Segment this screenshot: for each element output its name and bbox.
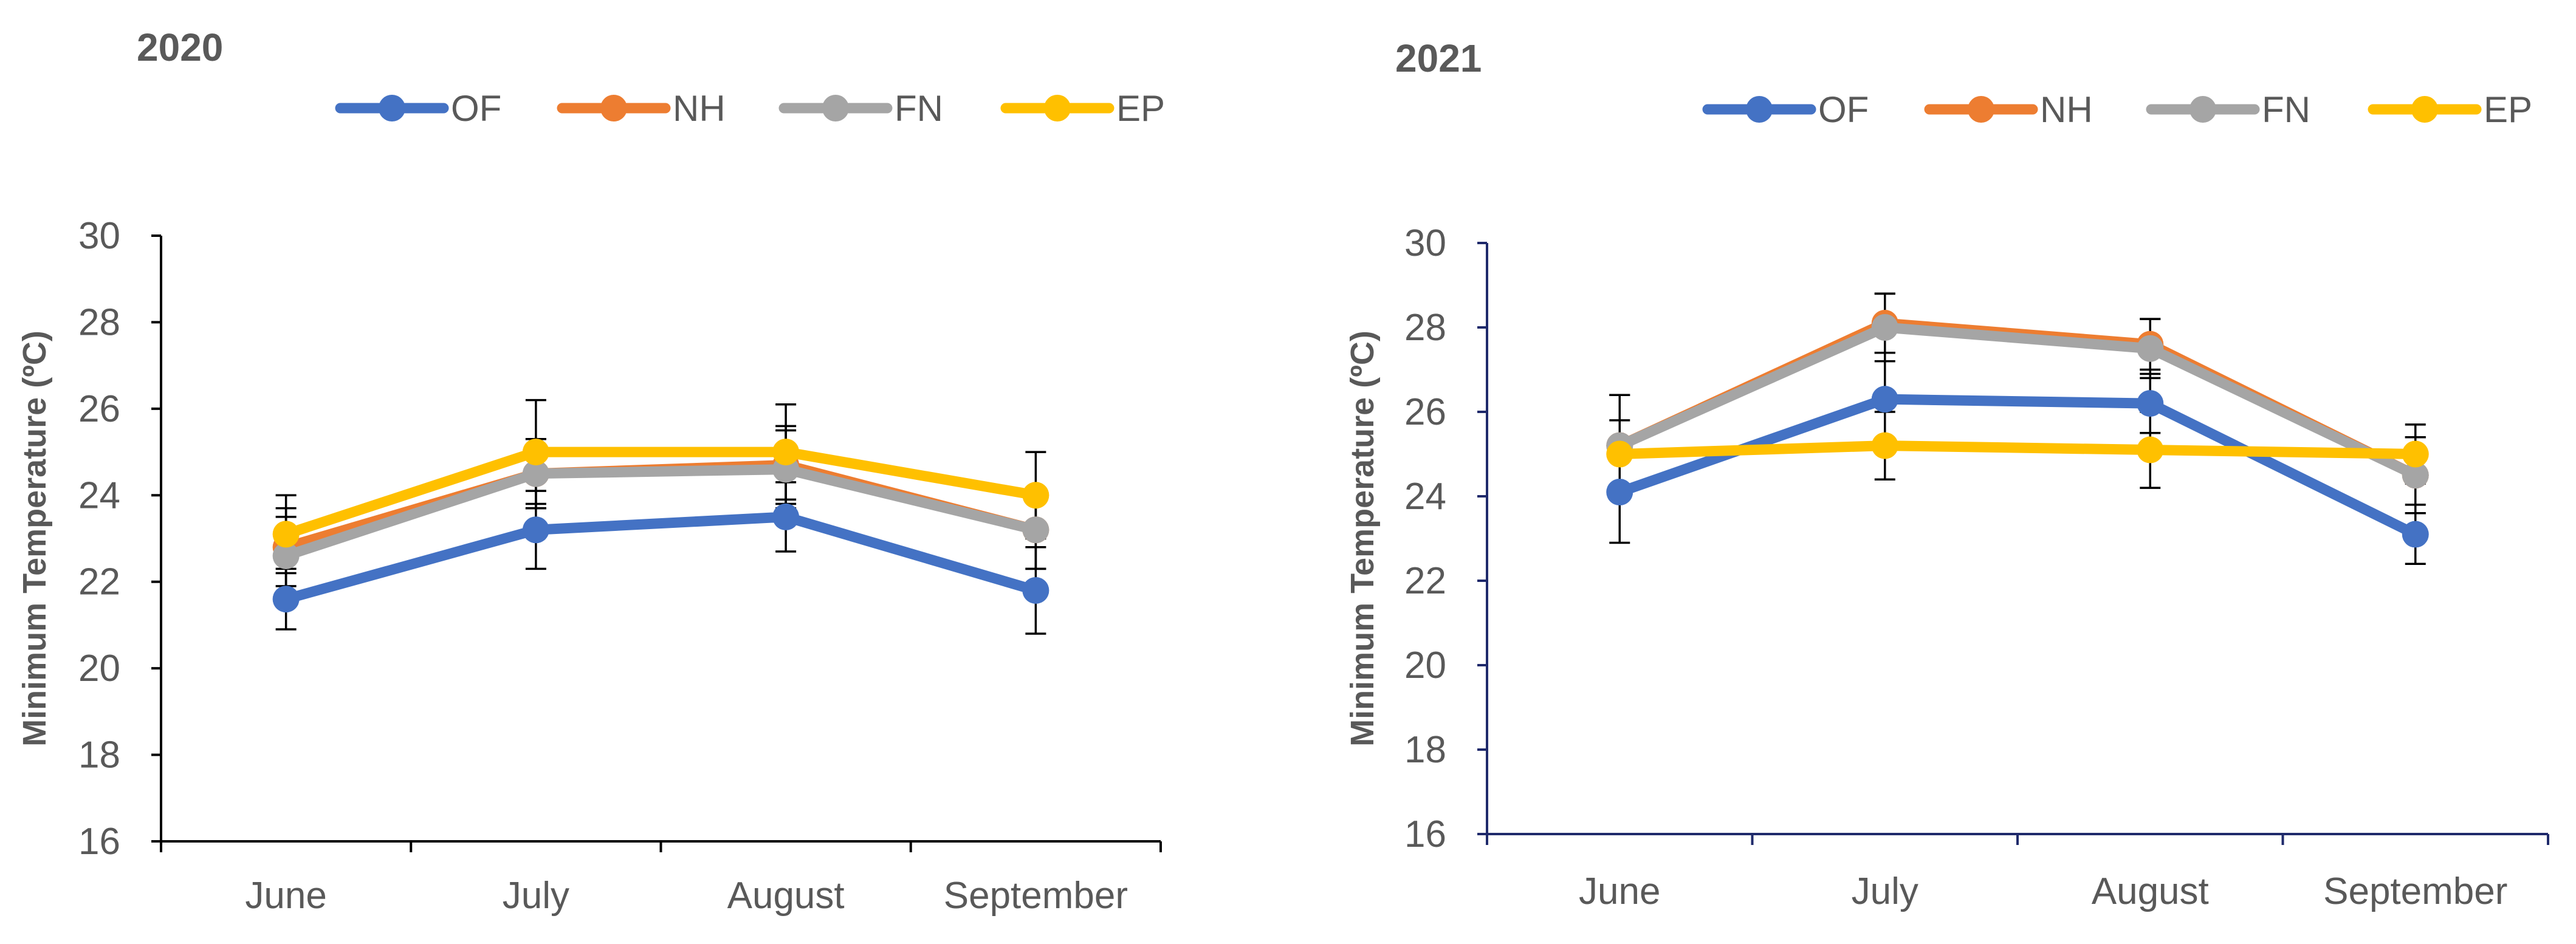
legend-marker bbox=[2411, 96, 2438, 123]
data-point-ep bbox=[1022, 482, 1049, 509]
chart-title: 2020 bbox=[137, 26, 223, 69]
data-point-of bbox=[2402, 521, 2429, 548]
x-tick-label: August bbox=[727, 875, 845, 917]
legend-item-nh: NH bbox=[1924, 89, 2093, 130]
y-tick-label: 22 bbox=[78, 561, 120, 603]
legend-label: EP bbox=[1116, 88, 1165, 129]
data-point-ep bbox=[772, 439, 800, 466]
legend-label: OF bbox=[451, 88, 501, 129]
y-tick-label: 28 bbox=[1404, 307, 1446, 349]
data-point-of bbox=[2137, 390, 2164, 417]
data-point-ep bbox=[1871, 432, 1898, 459]
series-line-fn bbox=[1614, 322, 2421, 481]
series-line-ep bbox=[281, 446, 1041, 539]
y-tick-label: 30 bbox=[1404, 222, 1446, 264]
data-point-ep bbox=[522, 439, 549, 466]
legend-item-of: OF bbox=[335, 88, 501, 129]
legend-item-of: OF bbox=[1702, 89, 1869, 130]
data-point-fn bbox=[1871, 314, 1898, 341]
x-tick-label: July bbox=[1852, 870, 1918, 912]
data-point-ep bbox=[272, 521, 300, 548]
y-tick-label: 26 bbox=[78, 388, 120, 430]
legend-item-ep: EP bbox=[1000, 88, 1165, 129]
legend-label: NH bbox=[673, 88, 726, 129]
y-tick-label: 24 bbox=[78, 474, 120, 516]
data-point-fn bbox=[272, 542, 300, 569]
legend-label: FN bbox=[895, 88, 943, 129]
y-tick-label: 18 bbox=[1404, 729, 1446, 771]
y-tick-label: 30 bbox=[78, 215, 120, 257]
x-tick-label: September bbox=[944, 875, 1128, 917]
y-tick-label: 26 bbox=[1404, 391, 1446, 433]
legend-marker bbox=[1044, 95, 1071, 121]
y-tick-label: 28 bbox=[78, 301, 120, 343]
legend-marker bbox=[1968, 96, 1994, 123]
data-point-fn bbox=[1022, 516, 1049, 544]
y-tick-label: 16 bbox=[78, 821, 120, 863]
data-point-fn bbox=[2137, 335, 2164, 362]
x-tick-label: September bbox=[2323, 870, 2507, 912]
legend-label: OF bbox=[1818, 89, 1869, 130]
data-point-of bbox=[1871, 386, 1898, 413]
y-tick-label: 24 bbox=[1404, 476, 1446, 518]
legend-item-nh: NH bbox=[557, 88, 726, 129]
y-tick-label: 22 bbox=[1404, 560, 1446, 602]
x-tick-label: August bbox=[2092, 870, 2209, 912]
legend-marker bbox=[2190, 96, 2216, 123]
legend-marker bbox=[1746, 96, 1773, 123]
legend-marker bbox=[379, 95, 405, 121]
legend-item-fn: FN bbox=[2146, 89, 2310, 130]
data-point-of bbox=[772, 503, 800, 530]
x-tick-label: July bbox=[503, 875, 569, 917]
y-tick-label: 16 bbox=[1404, 813, 1446, 855]
y-axis-label: Minimum Temperature (ºC) bbox=[1344, 330, 1381, 747]
legend-marker bbox=[600, 95, 627, 121]
chart-2020: 2020 16 18 20 22 24 26 28 30 June July August Septe… bbox=[16, 26, 1165, 917]
legend-label: NH bbox=[2040, 89, 2093, 130]
y-tick-label: 18 bbox=[78, 734, 120, 776]
chart-2021: 2021 16 18 20 22 24 26 28 30 June July August Septe… bbox=[1344, 36, 2549, 912]
data-point-ep bbox=[2402, 440, 2429, 468]
chart-title: 2021 bbox=[1395, 36, 1482, 80]
y-tick-label: 20 bbox=[78, 648, 120, 689]
series-line-of bbox=[281, 511, 1041, 604]
data-point-ep bbox=[1606, 440, 1633, 468]
legend-item-fn: FN bbox=[778, 88, 943, 129]
x-tick-label: June bbox=[1579, 870, 1660, 912]
y-tick-label: 20 bbox=[1404, 645, 1446, 686]
data-point-fn bbox=[522, 460, 549, 487]
data-point-of bbox=[272, 586, 300, 613]
series-line-fn bbox=[281, 464, 1041, 561]
data-point-ep bbox=[2137, 436, 2164, 463]
x-tick-label: June bbox=[245, 875, 326, 917]
legend-label: FN bbox=[2262, 89, 2310, 130]
series-line-ep bbox=[1614, 440, 2421, 459]
data-point-of bbox=[1022, 576, 1049, 604]
legend-label: EP bbox=[2484, 89, 2532, 130]
data-point-of bbox=[1606, 479, 1633, 506]
data-point-fn bbox=[2402, 462, 2429, 489]
y-axis-label: Minimum Temperature (ºC) bbox=[16, 330, 53, 747]
data-point-of bbox=[522, 516, 549, 544]
legend-marker bbox=[822, 95, 849, 121]
legend-item-ep: EP bbox=[2368, 89, 2532, 130]
